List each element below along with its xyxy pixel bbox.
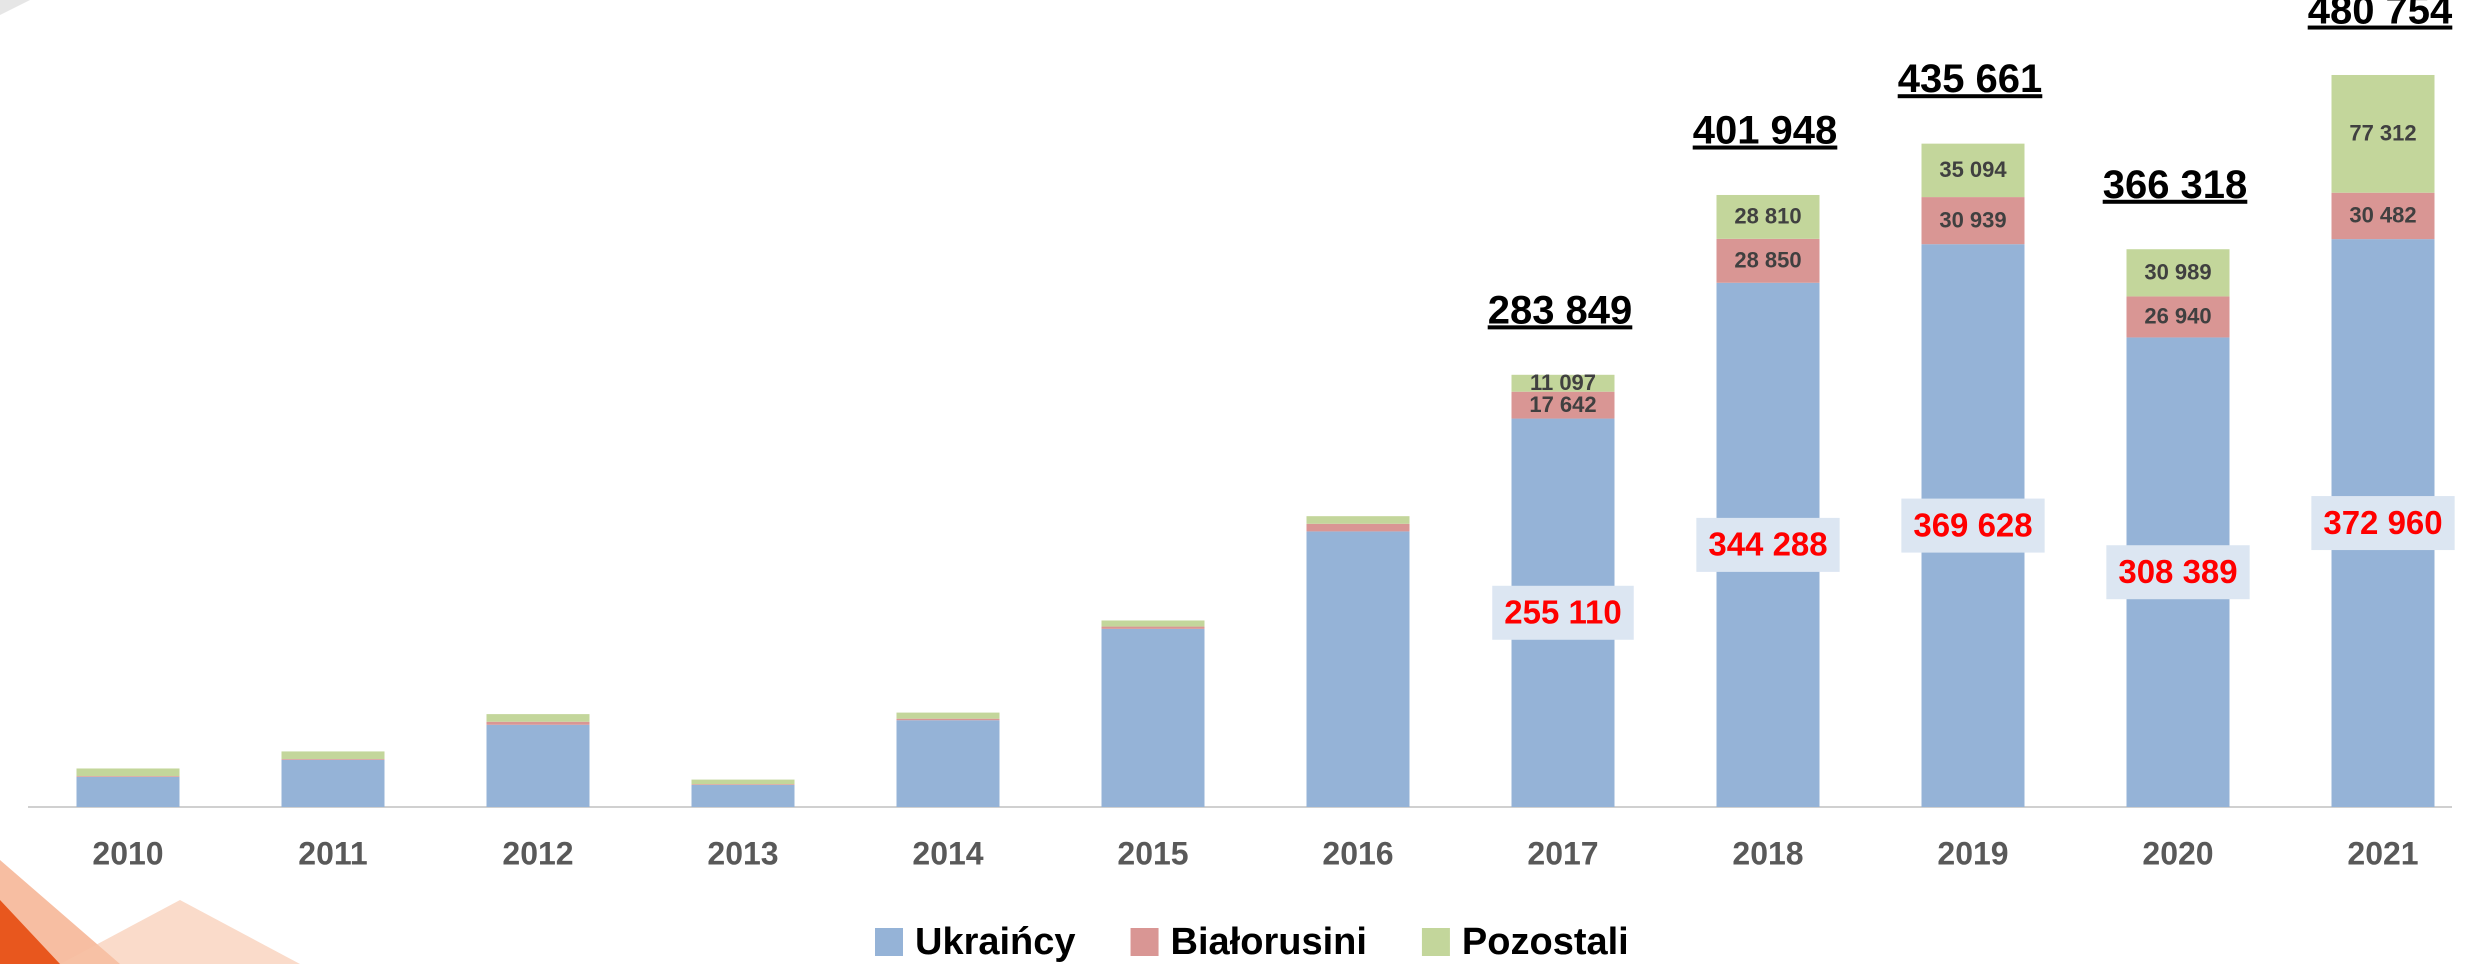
bar-segment bbox=[691, 779, 795, 785]
bar-segment bbox=[1716, 238, 1820, 283]
data-label-box bbox=[2106, 545, 2250, 600]
bar-segment bbox=[486, 721, 590, 725]
legend-label: Pozostali bbox=[1462, 921, 1629, 963]
bar-segment bbox=[281, 759, 385, 807]
data-label: 17 642 bbox=[1529, 392, 1596, 417]
x-tick-label: 2016 bbox=[1322, 835, 1393, 871]
data-label: 30 989 bbox=[2144, 260, 2211, 285]
bar-segment bbox=[1716, 194, 1820, 239]
x-tick-label: 2020 bbox=[2142, 835, 2213, 871]
data-label: 77 312 bbox=[2349, 121, 2416, 146]
bar-segment bbox=[1921, 197, 2025, 245]
x-tick-label: 2014 bbox=[912, 835, 983, 871]
bar-segment bbox=[1101, 626, 1205, 629]
bar-segment bbox=[486, 714, 590, 722]
legend-swatch bbox=[875, 928, 903, 956]
bar-segment bbox=[896, 712, 1000, 719]
x-tick-label: 2019 bbox=[1937, 835, 2008, 871]
data-label: 255 110 bbox=[1504, 593, 1621, 630]
data-label: 28 850 bbox=[1734, 248, 1801, 273]
bar-segment bbox=[896, 718, 1000, 721]
bar-segment bbox=[1921, 143, 2025, 198]
bar-segment bbox=[76, 776, 180, 777]
legend-label: Białorusini bbox=[1171, 921, 1367, 963]
data-label: 26 940 bbox=[2144, 304, 2211, 329]
x-tick-label: 2010 bbox=[92, 835, 163, 871]
total-label: 401 948 bbox=[1693, 109, 1838, 153]
bar-segment bbox=[1101, 628, 1205, 807]
data-label-box bbox=[2311, 496, 2455, 551]
x-tick-label: 2012 bbox=[502, 835, 573, 871]
total-label: 366 318 bbox=[2103, 163, 2248, 207]
bar-segment bbox=[2331, 192, 2435, 240]
data-label-box bbox=[1492, 585, 1634, 640]
x-tick-label: 2013 bbox=[707, 835, 778, 871]
bar-segment bbox=[1511, 391, 1615, 419]
data-label-box bbox=[1696, 517, 1840, 572]
bar-segment bbox=[281, 759, 385, 760]
legend-swatch bbox=[1130, 928, 1159, 956]
data-label: 308 389 bbox=[2118, 553, 2237, 590]
x-tick-label: 2021 bbox=[2347, 835, 2418, 871]
bar-segment bbox=[896, 720, 1000, 807]
data-label: 28 810 bbox=[1734, 204, 1801, 229]
x-tick-label: 2011 bbox=[298, 835, 367, 871]
total-label: 480 754 bbox=[2308, 0, 2453, 33]
bar-segment bbox=[2126, 296, 2230, 338]
data-label: 30 482 bbox=[2349, 203, 2416, 228]
legend-swatch bbox=[1421, 928, 1450, 956]
x-tick-label: 2017 bbox=[1527, 835, 1598, 871]
total-label: 283 849 bbox=[1488, 288, 1633, 332]
x-tick-label: 2015 bbox=[1117, 835, 1188, 871]
data-label: 11 097 bbox=[1530, 370, 1596, 395]
data-label: 372 960 bbox=[2323, 504, 2442, 541]
data-label: 369 628 bbox=[1913, 506, 2032, 543]
bar-segment bbox=[1306, 523, 1410, 532]
bar-segment bbox=[76, 776, 180, 807]
data-label: 35 094 bbox=[1939, 157, 2007, 182]
bar-segment bbox=[691, 784, 795, 807]
total-label: 435 661 bbox=[1898, 57, 2043, 101]
decoration bbox=[60, 900, 300, 964]
decoration bbox=[0, 900, 60, 964]
bar-segment bbox=[2331, 74, 2435, 193]
bar-segment bbox=[1306, 516, 1410, 524]
x-tick-label: 2018 bbox=[1732, 835, 1803, 871]
bar-segment bbox=[691, 784, 795, 785]
data-label: 30 939 bbox=[1939, 207, 2006, 232]
bar-segment bbox=[486, 724, 590, 807]
data-label: 344 288 bbox=[1708, 526, 1827, 563]
bar-segment bbox=[1101, 620, 1205, 627]
bar-segment bbox=[281, 751, 385, 760]
legend-label: Ukraińcy bbox=[915, 921, 1076, 963]
bar-segment bbox=[76, 768, 180, 777]
decoration bbox=[0, 0, 30, 15]
bar-segment bbox=[1511, 374, 1615, 392]
data-label-box bbox=[1901, 498, 2045, 553]
bar-segment bbox=[2126, 249, 2230, 297]
bar-segment bbox=[1306, 531, 1410, 807]
